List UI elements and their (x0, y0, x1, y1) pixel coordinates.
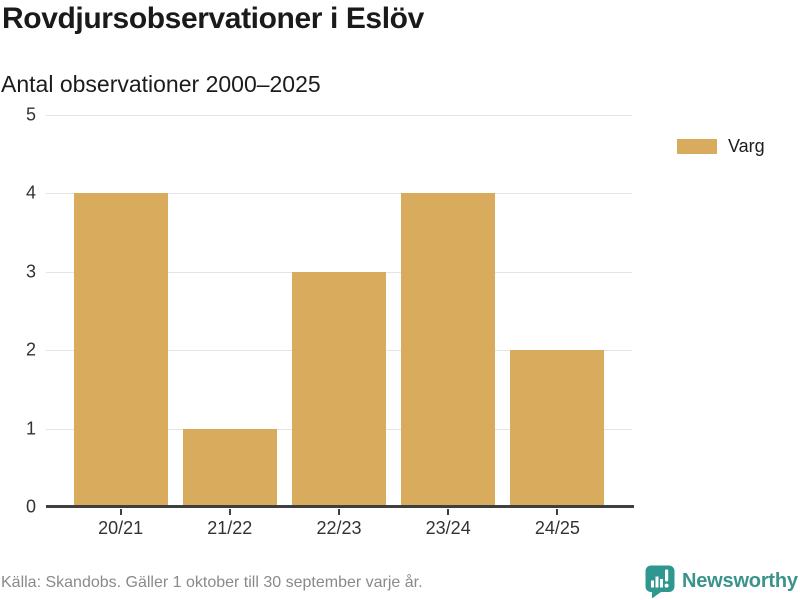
x-tick-label-24/25: 24/25 (534, 518, 580, 538)
y-tick-label-2: 2 (25, 339, 36, 360)
bar-20/21 (73, 193, 168, 507)
newsworthy-wordmark: Newsworthy (682, 570, 798, 592)
bar-23/24 (401, 193, 496, 507)
x-tick-label-23/24: 23/24 (425, 518, 471, 538)
plot-area: 0 1 2 3 4 5 20/21 21/22 22/23 23/24 24/25 (26, 105, 634, 538)
x-tick-label-22/23: 22/23 (316, 518, 362, 538)
legend: Varg (677, 136, 765, 157)
newsworthy-icon (645, 565, 675, 598)
bar-24/25 (510, 350, 605, 507)
x-tick-21/22 (228, 509, 231, 515)
y-tick-label-1: 1 (25, 418, 36, 439)
y-tick-label-0: 0 (25, 496, 36, 517)
source-note: Källa: Skandobs. Gäller 1 oktober till 3… (1, 574, 423, 591)
gridline-y-4 (46, 193, 632, 195)
x-tick-label-21/22: 21/22 (207, 518, 253, 538)
x-tick-22/23 (338, 509, 340, 515)
y-tick-label-4: 4 (25, 182, 36, 203)
y-tick-label-5: 5 (25, 104, 36, 125)
bar-21/22 (182, 428, 277, 507)
x-tick-23/24 (447, 509, 450, 515)
x-axis-line (46, 505, 634, 508)
x-tick-label-20/21: 20/21 (98, 518, 144, 538)
gridline-y-5 (46, 115, 632, 116)
newsworthy-logo: Newsworthy (645, 565, 798, 598)
legend-swatch-varg (677, 139, 717, 154)
x-tick-20/21 (119, 509, 122, 515)
legend-label-varg: Varg (728, 136, 765, 156)
x-tick-24/25 (556, 509, 559, 515)
bar-22/23 (292, 271, 386, 507)
chart-subtitle: Antal observationer 2000–2025 (1, 71, 321, 97)
chart-title: Rovdjursobservationer i Eslöv (2, 2, 424, 35)
y-tick-label-3: 3 (25, 261, 36, 282)
